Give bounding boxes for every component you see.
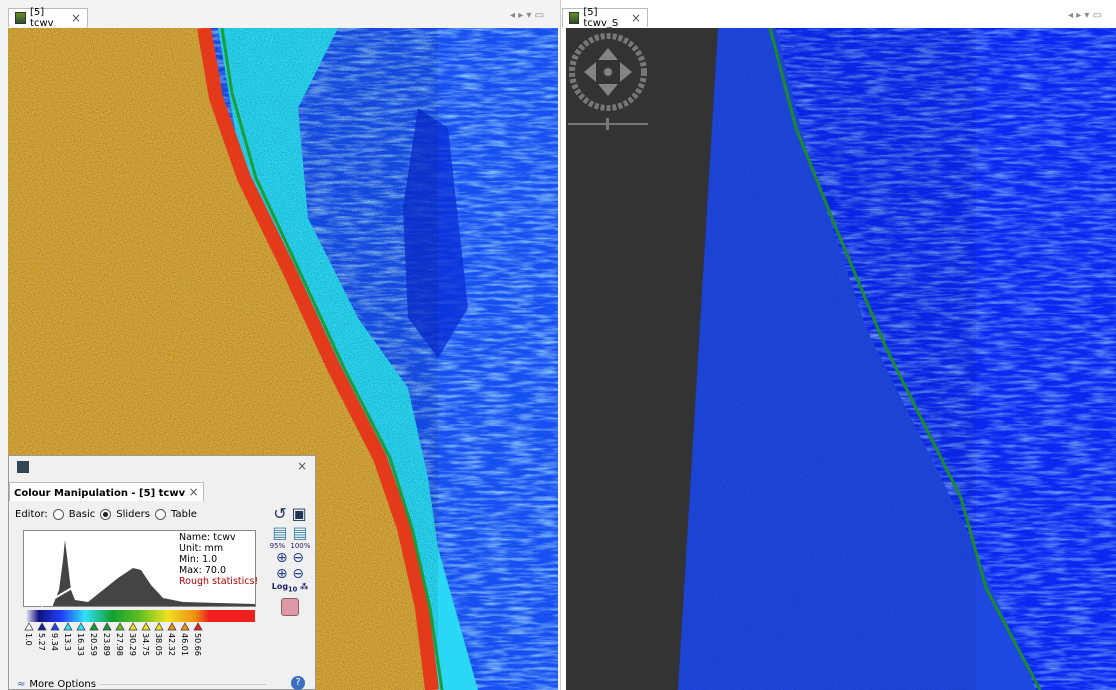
tab-close[interactable]: ×: [70, 11, 81, 25]
slider-label: 5.27: [37, 633, 46, 651]
window-icon: [17, 461, 29, 473]
slider-label: 1.0: [24, 633, 33, 646]
slider-handle[interactable]: [154, 622, 164, 631]
slider-label: 30.29: [128, 633, 137, 656]
left-tab[interactable]: [5] tcwv ×: [8, 7, 88, 29]
editor-row: Editor: Basic Sliders Table: [15, 509, 197, 520]
tab-icon: [569, 12, 580, 24]
slider-label: 38.05: [154, 633, 163, 656]
right-image: [566, 28, 1116, 690]
icon-zoom-2[interactable]: ⊕ ⊖: [276, 566, 304, 582]
slider-label: 16.33: [76, 633, 85, 656]
colour-bar: [25, 610, 255, 622]
slider-label: 50.66: [193, 633, 202, 656]
info-line: Name: tcwv: [179, 532, 236, 543]
icon-reset[interactable]: ↺ ▣: [273, 504, 307, 523]
slider-handle[interactable]: [141, 622, 151, 631]
colour-manipulation-window: × Colour Manipulation - [5] tcwv × Edito…: [8, 455, 316, 690]
log-base: 10: [288, 585, 298, 594]
radio-label: Table: [171, 509, 197, 520]
icon-import-export[interactable]: ▤ ▤: [272, 523, 308, 542]
log-button[interactable]: Log10 ⁂: [271, 582, 309, 594]
slider-handle[interactable]: [89, 622, 99, 631]
slider-label: 9.34: [50, 633, 59, 651]
slider-handle[interactable]: [76, 622, 86, 631]
window-close[interactable]: ×: [296, 459, 307, 473]
radio-button[interactable]: [155, 509, 167, 520]
icon-info[interactable]: [281, 597, 299, 616]
slider-handle[interactable]: [24, 622, 34, 631]
more-options-label: More Options: [29, 679, 96, 690]
left-pane-controls[interactable]: ◂ ▸ ▾ ▭: [510, 10, 545, 21]
icon-zoom[interactable]: ⊕ ⊖: [276, 550, 304, 566]
info-box: Name: tcwv Unit: mm Min: 1.0 Max: 70.0 Rough…: [179, 532, 258, 587]
slider-label: 34.75: [141, 633, 150, 656]
tab-label: [5] tcwv: [30, 7, 54, 29]
slider-handle[interactable]: [115, 622, 125, 631]
slider-label: 42.32: [167, 633, 176, 656]
tab-label: [5] tcwv_S: [583, 7, 619, 29]
slider-label: 27.98: [115, 633, 124, 656]
slider-handle[interactable]: [180, 622, 190, 631]
navigation-control[interactable]: [568, 33, 648, 130]
slider-handle[interactable]: [128, 622, 138, 631]
slider-label: 20.59: [89, 633, 98, 656]
radio-label: Sliders: [116, 509, 151, 520]
tab-close[interactable]: ×: [188, 485, 199, 499]
right-tab[interactable]: [5] tcwv_S ×: [562, 7, 648, 29]
side-buttons: ↺ ▣ ▤ ▤ 95% 100% ⊕ ⊖ ⊕ ⊖ Log10 ⁂: [267, 504, 313, 620]
slider-label: 13.3: [63, 633, 72, 651]
slider-handle[interactable]: [37, 622, 47, 631]
log-label: Log: [271, 582, 289, 591]
info-line: Max: 70.0: [179, 565, 227, 576]
info-line: Unit: mm: [179, 543, 224, 554]
radio-label: Basic: [68, 509, 96, 520]
dialog-tab[interactable]: Colour Manipulation - [5] tcwv ×: [9, 482, 204, 501]
radio-button[interactable]: [52, 509, 64, 520]
info-line: Min: 1.0: [179, 554, 218, 565]
slider-handle[interactable]: [167, 622, 177, 631]
dialog-tab-label: Colour Manipulation - [5] tcwv: [14, 488, 186, 499]
editor-label: Editor:: [15, 509, 48, 520]
slider-handle[interactable]: [102, 622, 112, 631]
zoom-95[interactable]: 95%: [269, 542, 286, 550]
more-options[interactable]: ≈ More Options: [17, 679, 267, 690]
slider-label: 46.01: [180, 633, 189, 656]
warning-text: Rough statistics!: [179, 576, 259, 587]
zoom-100[interactable]: 100%: [290, 542, 311, 550]
tab-icon: [15, 12, 27, 24]
slider-handle[interactable]: [63, 622, 73, 631]
right-pane-controls[interactable]: ◂ ▸ ▾ ▭: [1068, 10, 1103, 21]
help-button[interactable]: ?: [291, 676, 305, 690]
radio-button[interactable]: [100, 509, 112, 520]
histogram-panel: 1.0 5.27 9.34 13.3 16.33 20.59 23.89 27.98 30.29…: [23, 530, 256, 656]
slider-label: 23.89: [102, 633, 111, 656]
tab-close[interactable]: ×: [630, 11, 641, 25]
slider-handle[interactable]: [50, 622, 60, 631]
slider-handle[interactable]: [193, 622, 203, 631]
